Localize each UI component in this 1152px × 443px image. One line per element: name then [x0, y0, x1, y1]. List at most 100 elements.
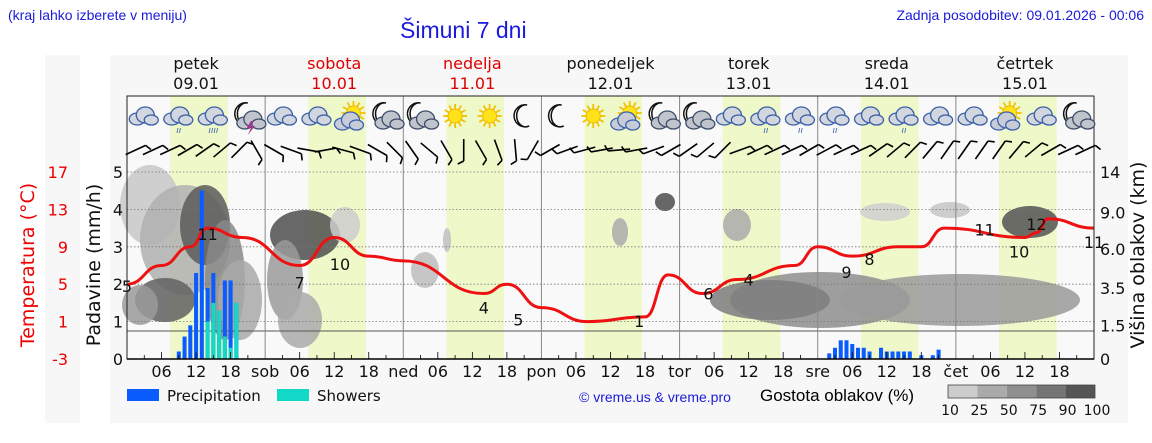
- hour-tick-label: 06: [566, 362, 586, 381]
- wind-barb-icon: [620, 146, 648, 153]
- location-hint[interactable]: (kraj lahko izberete v meniju): [8, 7, 187, 23]
- wind-barb-icon: [1040, 143, 1067, 157]
- wind-barb-icon: [534, 143, 560, 157]
- svg-text:ıı: ıı: [832, 126, 838, 136]
- day-short-label: sre: [806, 362, 830, 381]
- precip-bar: [855, 347, 861, 359]
- wind-barb-icon: [603, 144, 631, 152]
- cloudy-icon: [715, 106, 747, 126]
- cloudy-icon: [1026, 106, 1057, 126]
- day-date: 15.01: [1002, 74, 1048, 93]
- night-cloud-thunder-icon: [234, 102, 267, 135]
- day-date: 13.01: [726, 74, 772, 93]
- cloudy-icon: [301, 106, 332, 126]
- wind-barb-icon: [420, 142, 439, 164]
- wind-barb-icon: [332, 146, 356, 160]
- hour-tick-label: 18: [773, 362, 793, 381]
- day-short-label: ned: [388, 362, 418, 381]
- sun-cloud-icon: [990, 101, 1022, 131]
- hour-tick-label: 06: [289, 362, 309, 381]
- cloud-density-swatch: [1036, 385, 1066, 398]
- temp-value-label: 4: [479, 299, 489, 318]
- temp-tick: 1: [58, 313, 68, 332]
- cloud-height-tick: 9.0: [1100, 203, 1125, 222]
- sun-icon: [477, 104, 502, 128]
- day-name: ponedeljek: [567, 54, 656, 73]
- night-partly-cloudy-icon: [372, 102, 405, 130]
- temp-value-label: 10: [1009, 242, 1029, 261]
- cloudy-icon: [266, 106, 298, 126]
- wind-barb-icon: [367, 143, 388, 163]
- precip-axis-label: Padavine (mm/h): [83, 184, 105, 347]
- night-partly-cloudy-icon: [1062, 102, 1096, 130]
- wind-barb-icon: [510, 138, 518, 166]
- shower-bar: [234, 302, 239, 359]
- hour-tick-label: 12: [600, 362, 620, 381]
- svg-text:ıııı: ıııı: [208, 126, 219, 136]
- copyright-link[interactable]: © vreme.us & vreme.pro: [579, 389, 731, 405]
- hour-tick-label: 06: [151, 362, 171, 381]
- temp-value-label: 8: [864, 250, 874, 269]
- wind-barb-icon: [386, 141, 404, 165]
- legend-precip-label: Precipitation: [167, 387, 261, 405]
- wind-barb-icon: [850, 144, 877, 156]
- temp-value-label: 1: [634, 312, 644, 331]
- precip-bar: [199, 190, 204, 359]
- cloud-density-tick: 90: [1059, 403, 1077, 419]
- hour-tick-label: 18: [359, 362, 379, 381]
- precip-bar: [838, 340, 843, 359]
- cloudy-rain-icon: ıııı: [197, 106, 228, 136]
- wind-barb-icon: [404, 140, 419, 166]
- wind-barb-icon: [1024, 142, 1049, 158]
- hour-tick-label: 18: [497, 362, 517, 381]
- precip-bar: [890, 351, 895, 359]
- cloud-height-tick: 1.5: [1100, 317, 1125, 336]
- precip-tick: 2: [113, 275, 123, 294]
- sun-cloud-icon: [610, 101, 642, 131]
- hour-tick-label: 06: [980, 362, 1000, 381]
- cloud-density-tick: 50: [1000, 403, 1018, 419]
- cloudy-icon: [853, 106, 885, 126]
- temp-tick: 17: [48, 163, 68, 182]
- precip-bar: [182, 336, 187, 359]
- hour-tick-label: 12: [462, 362, 482, 381]
- precip-bar: [861, 347, 866, 359]
- sun-icon: [443, 104, 468, 128]
- night-partly-cloudy-icon: [682, 102, 716, 130]
- precip-tick: 1: [113, 313, 123, 332]
- wind-barb-icon: [816, 144, 842, 156]
- temp-value-label: 4: [744, 271, 754, 290]
- cloud-density-swatch: [977, 385, 1007, 398]
- hour-tick-label: 12: [1015, 362, 1035, 381]
- precip-bar: [228, 280, 233, 359]
- day-name: torek: [728, 54, 770, 73]
- wind-barb-icon: [833, 144, 860, 156]
- shower-bar: [217, 310, 222, 359]
- svg-text:ıı: ıı: [763, 126, 769, 136]
- wind-barb-icon: [142, 144, 169, 156]
- temp-tick: 13: [48, 200, 68, 219]
- hour-tick-label: 06: [842, 362, 862, 381]
- svg-text:ıı: ıı: [902, 126, 908, 136]
- day-short-label: čet: [943, 362, 968, 381]
- wind-barb-icon: [159, 144, 186, 156]
- precip-tick: 3: [113, 238, 123, 257]
- legend-showers-swatch: [277, 389, 309, 401]
- wind-barb-icon: [551, 145, 578, 155]
- wind-barb-icon: [125, 144, 152, 156]
- hour-tick-label: 12: [738, 362, 758, 381]
- cloudy-light-rain-icon: ıı: [784, 106, 816, 136]
- moon-icon: [547, 104, 565, 128]
- precip-tick: 5: [113, 163, 123, 182]
- wind-barb-icon: [708, 141, 732, 159]
- temp-axis-panel: [45, 55, 80, 423]
- day-date: 14.01: [864, 74, 910, 93]
- wind-barb-icon: [764, 144, 791, 156]
- cloud-density-label: Gostota oblakov (%): [760, 386, 914, 405]
- wind-barb-icon: [957, 140, 978, 160]
- temp-tick: 9: [58, 238, 68, 257]
- hour-tick-label: 06: [428, 362, 448, 381]
- precip-bar: [907, 351, 912, 359]
- cloudy-icon: [922, 106, 954, 126]
